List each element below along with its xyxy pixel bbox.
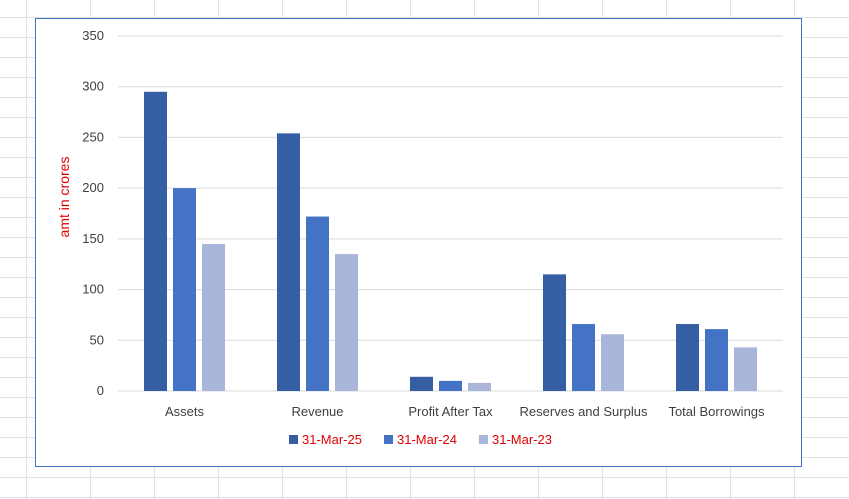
legend-entry: 31-Mar-25	[302, 432, 362, 447]
chart-area[interactable]: amt in crores 0 50 100 150 200 250 300 350 Asset…	[35, 18, 802, 467]
y-tick-label: 200	[82, 180, 104, 195]
bar-31-Mar-24	[439, 380, 462, 391]
bar-31-Mar-25	[676, 324, 699, 391]
bar-chart: amt in crores 0 50 100 150 200 250 300 350 Asset…	[56, 28, 783, 447]
x-tick-label: Revenue	[291, 404, 343, 419]
x-tick-label: Total Borrowings	[668, 404, 765, 419]
y-tick-label: 50	[90, 332, 104, 347]
y-tick-label: 100	[82, 282, 104, 297]
bar-31-Mar-25	[144, 91, 167, 392]
bar-31-Mar-25	[543, 274, 566, 391]
x-tick-label: Reserves and Surplus	[520, 404, 648, 419]
bar-31-Mar-25	[277, 133, 300, 391]
x-tick-label: Profit After Tax	[408, 404, 493, 419]
bar-31-Mar-24	[572, 324, 595, 391]
y-tick-label: 300	[82, 79, 104, 94]
y-tick-label: 150	[82, 231, 104, 246]
y-tick-label: 0	[97, 383, 104, 398]
bar-31-Mar-23	[202, 243, 225, 391]
bar-31-Mar-24	[173, 188, 196, 391]
bar-31-Mar-23	[335, 254, 358, 391]
bar-31-Mar-24	[705, 329, 728, 391]
legend-entry: 31-Mar-23	[492, 432, 552, 447]
bar-31-Mar-25	[410, 376, 433, 391]
legend-swatch	[479, 435, 488, 444]
bar-31-Mar-23	[601, 334, 624, 391]
y-axis-label: amt in crores	[56, 157, 72, 238]
legend-swatch	[384, 435, 393, 444]
y-tick-label: 350	[82, 28, 104, 43]
x-tick-label: Assets	[165, 404, 205, 419]
legend-entry: 31-Mar-24	[397, 432, 457, 447]
bar-31-Mar-23	[468, 382, 491, 391]
bar-31-Mar-23	[734, 347, 757, 391]
y-tick-label: 250	[82, 129, 104, 144]
bar-31-Mar-24	[306, 216, 329, 391]
legend-swatch	[289, 435, 298, 444]
